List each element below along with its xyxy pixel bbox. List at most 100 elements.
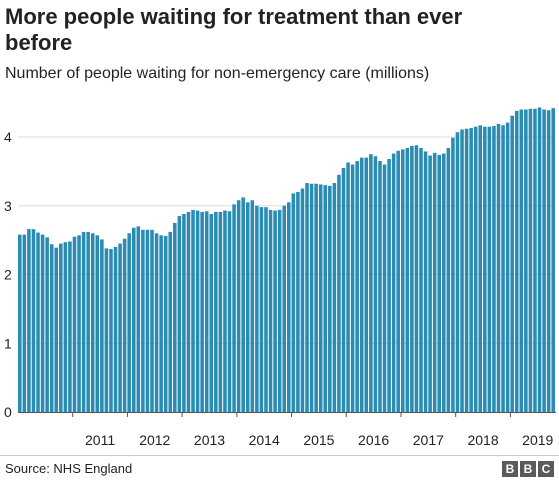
- bar: [537, 107, 542, 412]
- bar: [364, 157, 369, 413]
- bar: [18, 234, 22, 413]
- y-tick-label: 3: [4, 198, 12, 214]
- bar: [419, 148, 423, 412]
- bar: [104, 248, 109, 413]
- bar: [528, 108, 533, 412]
- bar: [95, 235, 100, 412]
- bar: [501, 125, 505, 412]
- bar: [127, 233, 131, 412]
- bar: [113, 247, 118, 412]
- bar: [341, 167, 346, 412]
- bbc-logo: B B C: [502, 461, 554, 477]
- bar: [168, 231, 173, 413]
- bar: [109, 249, 113, 412]
- bar: [59, 243, 63, 412]
- bar: [469, 128, 473, 412]
- bar: [328, 185, 332, 412]
- x-tick-label: 2011: [85, 432, 115, 448]
- bar: [227, 211, 232, 412]
- bar: [524, 109, 528, 412]
- y-tick-label: 4: [4, 129, 12, 145]
- x-tick-label: 2014: [249, 432, 280, 448]
- bar: [473, 126, 478, 412]
- bar: [232, 204, 236, 413]
- x-tick-label: 2017: [413, 432, 444, 448]
- bar: [159, 235, 163, 412]
- bar: [414, 145, 419, 412]
- bar: [200, 211, 204, 412]
- bar: [460, 129, 464, 412]
- bar: [214, 211, 218, 412]
- bar: [337, 174, 341, 412]
- bar: [546, 110, 551, 412]
- bar: [442, 153, 446, 412]
- x-tick-label: 2012: [139, 432, 170, 448]
- bar: [542, 109, 546, 412]
- x-tick-label: 2013: [194, 432, 225, 448]
- bar: [423, 151, 428, 412]
- bar: [218, 211, 223, 412]
- chart-title: More people waiting for treatment than e…: [5, 4, 463, 55]
- bar: [428, 155, 432, 412]
- bars: [18, 107, 556, 413]
- bar: [195, 210, 200, 412]
- bar: [291, 193, 296, 413]
- bar: [323, 185, 328, 413]
- x-tick-label: 2016: [358, 432, 389, 448]
- source-note: Source: NHS England: [5, 461, 133, 476]
- bar: [154, 233, 159, 412]
- bar: [122, 238, 127, 412]
- bar: [510, 115, 514, 412]
- bar: [241, 197, 245, 412]
- bar: [223, 210, 227, 412]
- bar: [264, 207, 268, 413]
- bar: [145, 229, 150, 412]
- bar: [464, 128, 469, 412]
- bar: [150, 229, 154, 412]
- bar: [396, 150, 400, 412]
- bar: [136, 226, 141, 413]
- bar: [77, 235, 81, 412]
- bbc-logo-letter: B: [502, 461, 518, 477]
- bar: [27, 229, 31, 413]
- bar: [391, 153, 396, 412]
- bar: [350, 164, 355, 412]
- bar: [432, 152, 437, 412]
- bar: [173, 222, 177, 412]
- bar: [382, 164, 387, 412]
- bar: [63, 242, 68, 412]
- bar: [204, 211, 209, 412]
- bar: [68, 241, 72, 412]
- bar: [355, 161, 359, 412]
- bar: [100, 239, 104, 412]
- bar: [31, 229, 36, 413]
- bar: [296, 192, 300, 412]
- bar: [49, 244, 54, 412]
- footer-divider: [0, 455, 559, 456]
- bar: [478, 125, 483, 412]
- bar: [287, 202, 291, 412]
- bar: [314, 183, 318, 412]
- bar: [405, 148, 410, 412]
- bar: [496, 123, 501, 412]
- bar: [86, 231, 90, 413]
- x-tick-label: 2015: [303, 432, 334, 448]
- bar: [90, 233, 95, 412]
- bar: [369, 154, 373, 412]
- x-tick-label: 2019: [522, 432, 553, 448]
- bar: [309, 183, 314, 412]
- bar: [141, 229, 145, 412]
- bbc-logo-letter: B: [520, 461, 536, 477]
- bar: [400, 149, 405, 413]
- bar: [514, 110, 519, 413]
- bar: [378, 161, 382, 412]
- bar: [131, 227, 136, 412]
- bar: [533, 108, 537, 412]
- bar: [551, 108, 555, 413]
- bar: [245, 202, 250, 412]
- bar: [359, 157, 364, 413]
- bar: [45, 237, 49, 413]
- bar: [273, 210, 277, 412]
- bbc-logo-letter: C: [538, 461, 554, 477]
